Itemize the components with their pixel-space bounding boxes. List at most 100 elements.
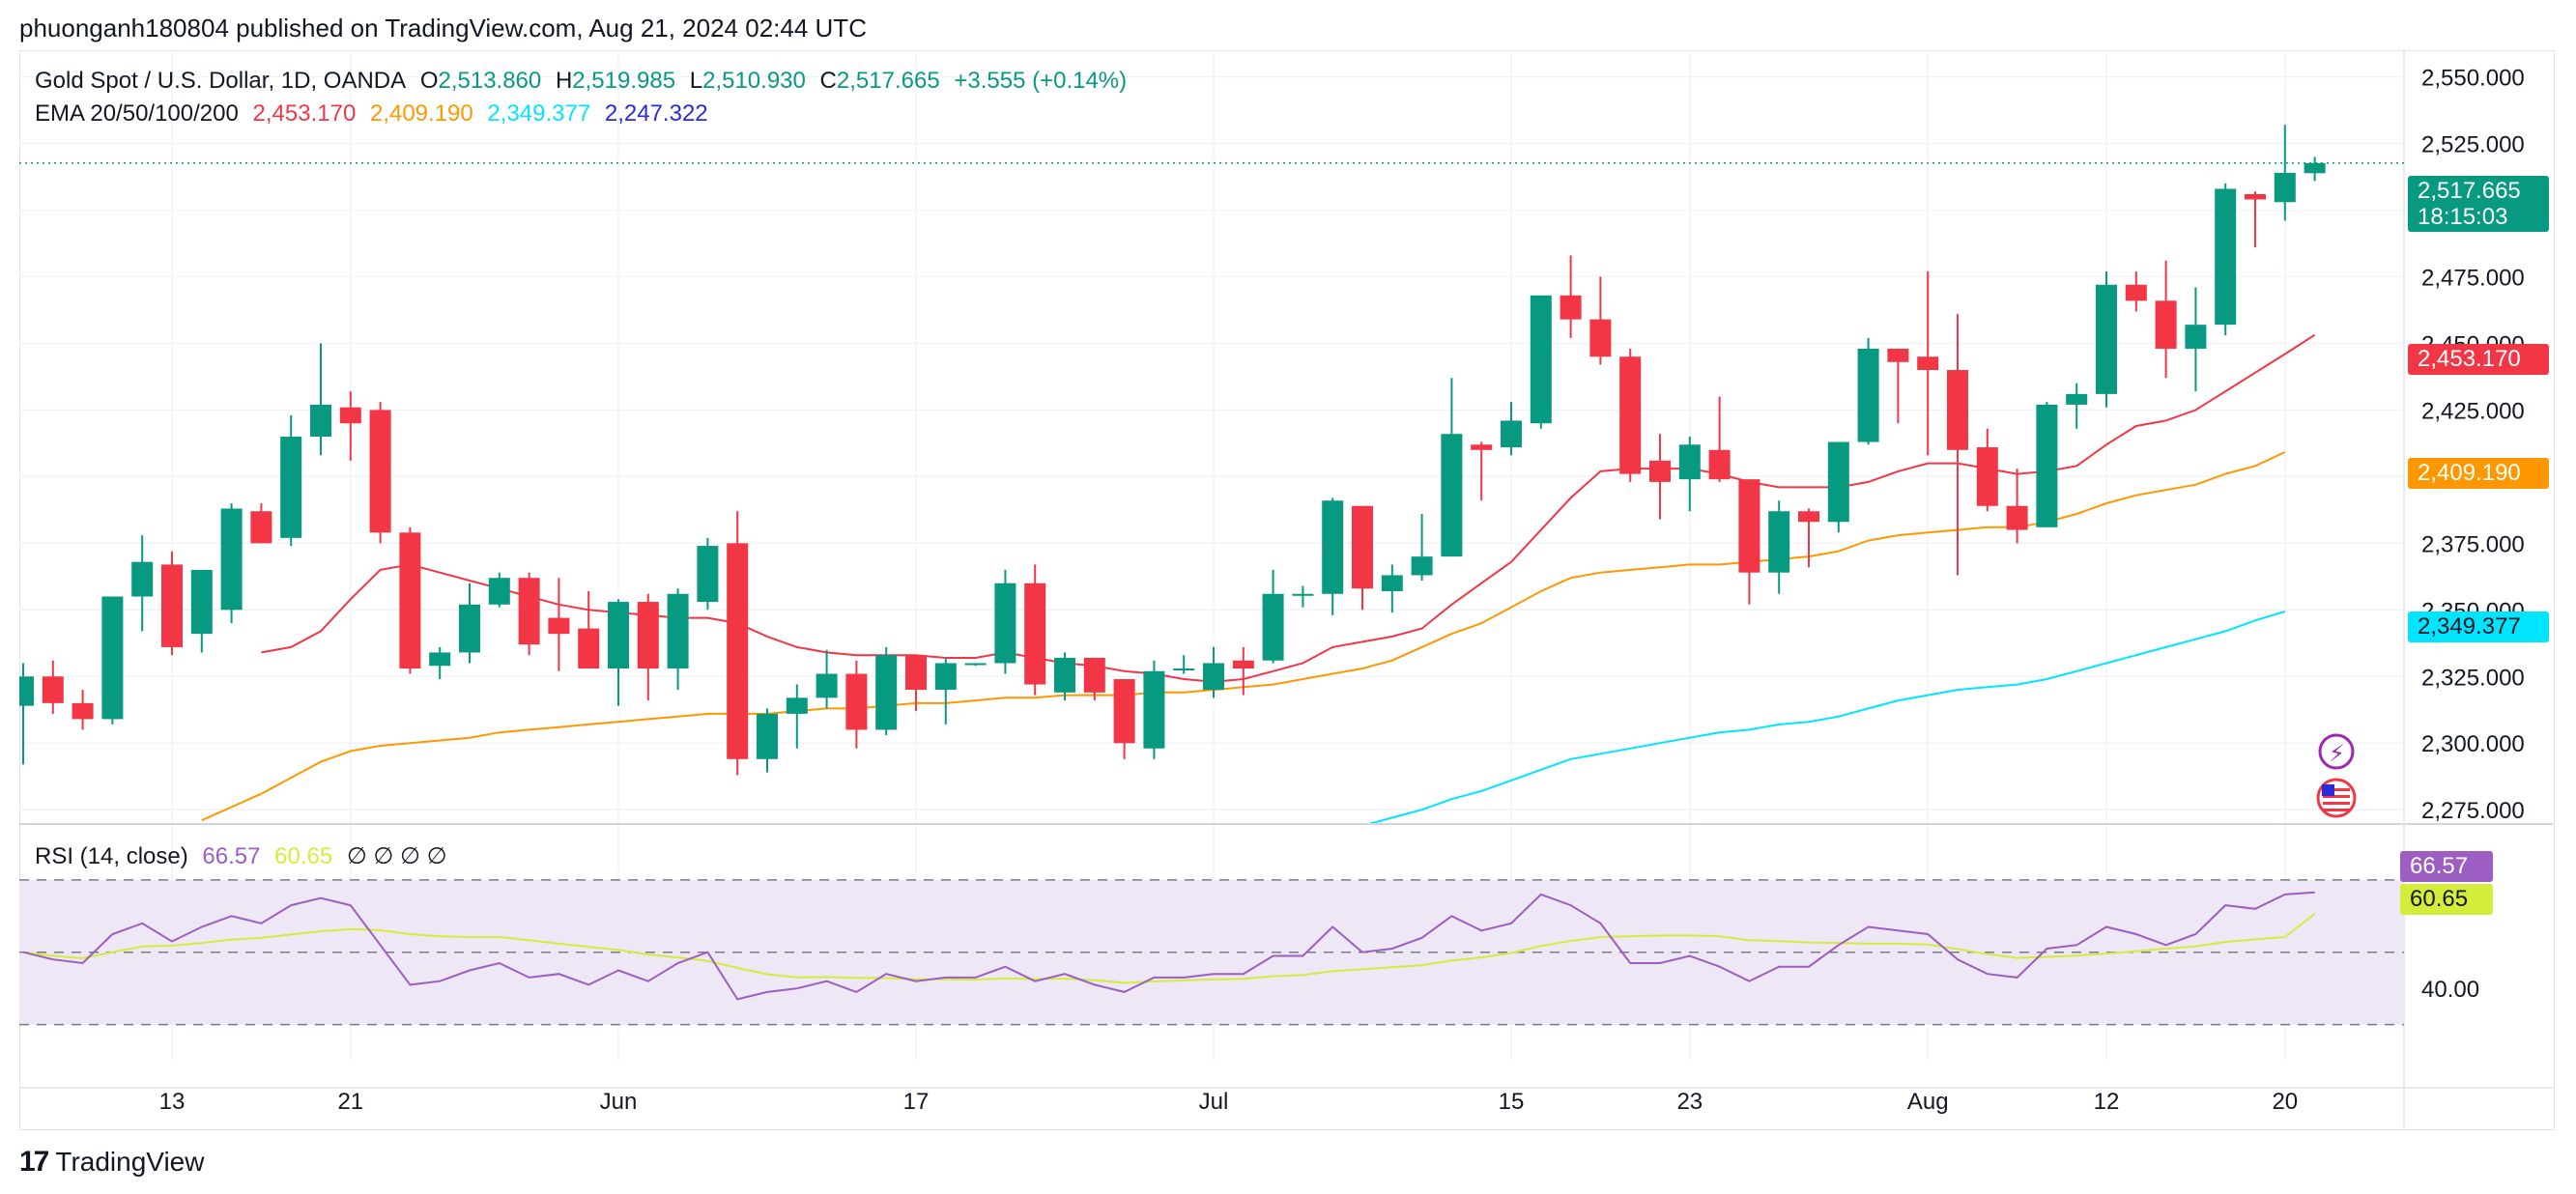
x-axis-tick-label: 21 <box>337 1089 363 1115</box>
candle-body <box>2274 172 2296 203</box>
ema-legend[interactable]: EMA 20/50/100/200 2,453.170 2,409.190 2,… <box>35 100 716 128</box>
candle-body <box>2155 300 2177 349</box>
x-axis-tick-label: Jul <box>1199 1089 1229 1115</box>
candle-body <box>1857 348 1879 442</box>
ema100-badge: 2,349.377 <box>2408 611 2549 642</box>
flag-stripe <box>2323 802 2350 805</box>
candle-body <box>548 617 570 635</box>
candle-body <box>2066 393 2088 405</box>
current-price-text: 2,517.665 <box>2418 178 2521 204</box>
chart-frame[interactable] <box>19 50 2555 1130</box>
candle-body <box>1560 295 1582 320</box>
candle-body <box>1649 460 1671 482</box>
candle-body <box>697 546 719 603</box>
candle-body <box>101 596 124 720</box>
x-axis-tick-label: 15 <box>1499 1089 1525 1115</box>
ema100-value: 2,349.377 <box>487 100 591 127</box>
candle-body <box>1976 447 1998 506</box>
candle-body <box>786 697 808 714</box>
flag-stripe <box>2323 795 2350 798</box>
candle-body <box>1917 356 1939 371</box>
rsi-badge: 66.57 <box>2400 851 2493 882</box>
candle-body <box>875 655 898 730</box>
x-axis-tick-label: 23 <box>1676 1089 1703 1115</box>
x-axis-tick-label: 20 <box>2272 1089 2298 1115</box>
high-label: H <box>555 68 573 94</box>
candle-body <box>1887 348 1909 362</box>
candle-body <box>1768 511 1790 573</box>
candle-body <box>1619 356 1642 474</box>
high-value: 2,519.985 <box>572 68 676 94</box>
rsi-line <box>22 891 2315 1001</box>
price-pane[interactable] <box>13 125 2326 826</box>
candle-body <box>2096 284 2117 394</box>
candle-body <box>1024 583 1046 685</box>
candle-body <box>399 532 421 668</box>
change-value: +3.555 (+0.14%) <box>954 68 1128 94</box>
x-axis-tick-label: 13 <box>159 1089 186 1115</box>
current-price-badge: 2,517.665 18:15:03 <box>2408 176 2549 232</box>
candle-body <box>1352 505 1373 589</box>
ema50-badge: 2,409.190 <box>2408 458 2549 489</box>
candle-body <box>905 655 927 691</box>
candle-body <box>1083 657 1105 693</box>
tradingview-logo[interactable]: 17 TradingView <box>19 1146 204 1179</box>
candle-body <box>727 543 749 759</box>
candle-body <box>250 511 272 544</box>
candle-body <box>19 676 34 706</box>
low-label: L <box>689 68 703 94</box>
ema20-line <box>261 333 2316 683</box>
candle-body <box>1411 556 1433 576</box>
ema20-value: 2,453.170 <box>252 100 357 127</box>
x-axis-tick-label: 12 <box>2094 1089 2120 1115</box>
candle-body <box>845 673 868 730</box>
ema-label: EMA 20/50/100/200 <box>35 100 239 127</box>
candle-body <box>459 604 480 653</box>
tradingview-brand: TradingView <box>55 1147 205 1177</box>
attribution-text: phuonganh180804 published on TradingView… <box>19 14 867 43</box>
lightning-glyph: ⚡ <box>2329 740 2345 767</box>
candle-body <box>1054 657 1075 693</box>
candle-body <box>1173 668 1195 670</box>
candle-body <box>578 628 600 668</box>
candle-body <box>1827 441 1849 523</box>
candle-body <box>2036 404 2058 527</box>
symbol-legend[interactable]: Gold Spot / U.S. Dollar, 1D, OANDA O2,51… <box>35 68 1134 95</box>
low-value: 2,510.930 <box>702 68 806 94</box>
candle-body <box>1203 663 1224 691</box>
x-axis-tick-label: 17 <box>903 1089 930 1115</box>
close-value: 2,517.665 <box>836 68 940 94</box>
candle-body <box>608 602 629 668</box>
candle-body <box>1678 444 1701 480</box>
ema50-value: 2,409.190 <box>369 100 473 127</box>
candle-body <box>1589 319 1612 357</box>
candle-body <box>1441 434 1463 557</box>
x-axis-tick-label: Aug <box>1907 1089 1949 1115</box>
candle-body <box>2245 193 2266 200</box>
candle-body <box>1322 500 1344 594</box>
candle-body <box>220 508 243 611</box>
rsi-legend[interactable]: RSI (14, close) 66.57 60.65 ∅ ∅ ∅ ∅ <box>35 842 455 870</box>
flag-stripe <box>2323 788 2350 791</box>
candle-body <box>757 713 778 759</box>
candle-body <box>667 593 689 668</box>
candle-body <box>1292 593 1314 596</box>
candle-body <box>1113 679 1135 744</box>
candle-body <box>994 583 1016 664</box>
candle-body <box>280 437 302 538</box>
candle-body <box>1471 444 1493 450</box>
tradingview-mark-icon: 17 <box>19 1146 49 1178</box>
candle-body <box>1262 593 1284 661</box>
candle-body <box>161 564 183 647</box>
candle-body <box>518 578 540 645</box>
ema200-value: 2,247.322 <box>604 100 708 127</box>
lightning-icon <box>2318 733 2355 770</box>
candle-body <box>72 702 94 720</box>
y-axis-tick-label: 2,475.000 <box>2421 265 2525 291</box>
y-axis-tick-label: 2,550.000 <box>2421 66 2525 92</box>
candle-body <box>637 602 659 668</box>
candle-body <box>2006 505 2028 530</box>
candle-body <box>2125 284 2147 301</box>
rsi-value: 66.57 <box>202 843 261 869</box>
